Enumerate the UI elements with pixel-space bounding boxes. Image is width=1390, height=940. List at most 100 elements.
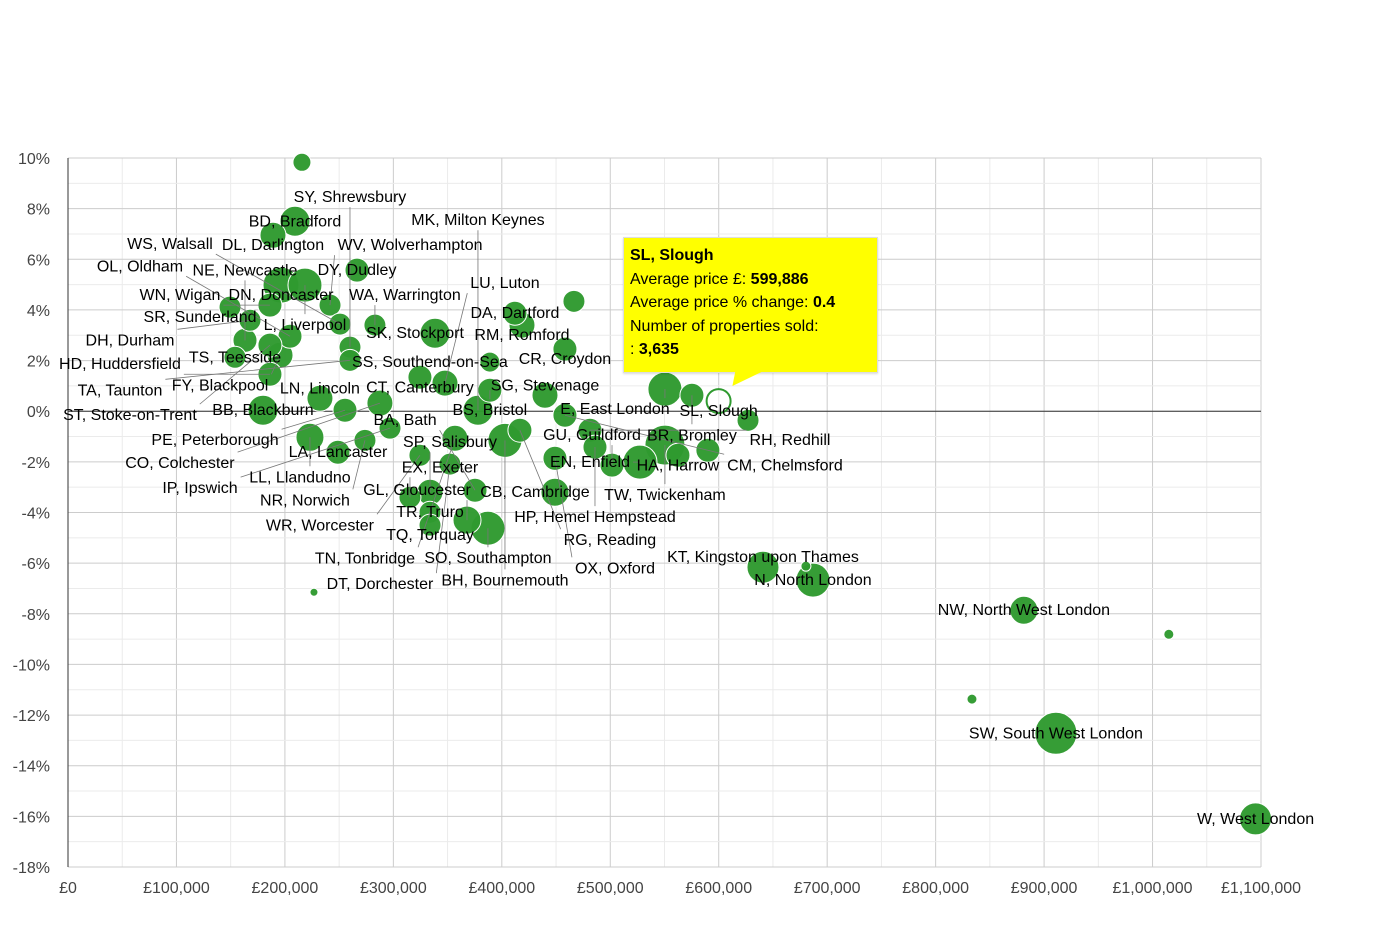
x-tick-label: £100,000	[143, 880, 210, 897]
tooltip-price-value: 599,886	[750, 270, 809, 288]
bubble-label: DL, Darlington	[222, 237, 324, 254]
bubble-unlabelled[interactable]	[966, 693, 978, 705]
bubble-n[interactable]	[795, 562, 831, 598]
bubble-label: SL, Slough	[679, 403, 757, 420]
label-leader-line	[185, 275, 291, 337]
bubble-label: LU, Luton	[470, 275, 539, 292]
bubble-label: BB, Blackburn	[212, 402, 313, 419]
tooltip-price-label: Average price £:	[630, 270, 747, 288]
y-tick-label: -6%	[22, 556, 50, 573]
y-tick-label: 10%	[18, 151, 50, 168]
bubble-sk[interactable]	[419, 317, 451, 349]
label-leader-line	[177, 319, 251, 330]
label-leader-line	[439, 430, 476, 491]
label-leader-line	[376, 455, 421, 515]
bubble-bd[interactable]	[279, 205, 311, 237]
bubble-label: GU, Guildford	[543, 427, 641, 444]
bubble-label: RH, Redhill	[750, 432, 831, 449]
label-leader-line	[270, 355, 281, 375]
bubble-w[interactable]	[1239, 802, 1273, 836]
bubble-cr[interactable]	[552, 336, 578, 362]
bubble-label: RG, Reading	[564, 532, 657, 549]
bubble-label: BR, Bromley	[647, 427, 737, 444]
bubble-label: SR, Sunderland	[144, 309, 257, 326]
bubble-unlabelled[interactable]	[292, 152, 312, 172]
bubble-sl[interactable]	[705, 388, 732, 415]
bubble-label: SS, Southend-on-Sea	[352, 354, 508, 371]
bubble-ss[interactable]	[479, 351, 501, 373]
bubble-label: KT, Kingston upon Thames	[667, 549, 859, 566]
bubble-label: WN, Wigan	[139, 287, 220, 304]
bubble-rg[interactable]	[507, 417, 533, 443]
y-tick-label: -12%	[13, 708, 50, 725]
bubble-label: SK, Stockport	[366, 325, 464, 342]
bubble-kt[interactable]	[746, 550, 780, 584]
bubble-tq[interactable]	[418, 513, 442, 537]
bubble-label: CR, Croydon	[519, 351, 611, 368]
bubble-sr[interactable]	[218, 295, 242, 319]
bubble-label: EX, Exeter	[402, 459, 479, 476]
bubble-da[interactable]	[502, 300, 528, 326]
bubble-label: TS, Teesside	[189, 349, 281, 366]
bubble-nw[interactable]	[1009, 595, 1039, 625]
bubble-label: LA, Lancaster	[289, 444, 388, 461]
x-tick-label: £800,000	[902, 880, 969, 897]
bubble-label: CO, Colchester	[125, 455, 235, 472]
bubble-label: W, West London	[1197, 811, 1314, 828]
bubble-label: NR, Norwich	[260, 492, 350, 509]
y-tick-label: -4%	[22, 506, 50, 523]
bubble-label: CM, Chelmsford	[727, 457, 843, 474]
axes: £0 £100,000 £200,000 £300,000 £400,000 £500,0…	[13, 151, 1302, 897]
bubble-label: N, North London	[754, 572, 871, 589]
label-leader-line	[240, 427, 391, 478]
label-leader-line	[329, 255, 335, 306]
x-tick-label: £700,000	[794, 880, 861, 897]
tooltip-title: SL, Slough	[630, 247, 714, 264]
x-tick-label: £500,000	[577, 880, 644, 897]
x-tick-label: £1,100,000	[1221, 880, 1301, 897]
bubble-label: NE, Newcastle	[193, 262, 298, 279]
bubble-sw[interactable]	[1034, 711, 1078, 755]
bubble-dy[interactable]	[344, 257, 370, 283]
y-tick-label: 8%	[27, 202, 50, 219]
bubble-label: NW, North West London	[938, 602, 1110, 619]
bubble-unlabelled[interactable]	[800, 560, 812, 572]
y-tick-label: 2%	[27, 354, 50, 371]
x-tick-label: £600,000	[685, 880, 752, 897]
bubble-sg[interactable]	[531, 381, 559, 409]
bubble-label: E, East London	[560, 401, 669, 418]
bubble-label: LL, Llandudno	[249, 469, 351, 486]
y-tick-label: -2%	[22, 455, 50, 472]
bubble-ts[interactable]	[223, 345, 247, 369]
bubble-label: BS, Bristol	[453, 402, 528, 419]
bubble-ln[interactable]	[306, 384, 334, 412]
label-leader-line	[435, 464, 451, 574]
bubble-label: TW, Twickenham	[604, 487, 726, 504]
bubble-label: OX, Oxford	[575, 560, 655, 577]
bubble-unlabelled[interactable]	[562, 289, 586, 313]
label-leader-line	[444, 293, 468, 384]
bubble-bb[interactable]	[247, 394, 279, 426]
bubble-unlabelled[interactable]	[309, 587, 319, 597]
x-tick-label: £400,000	[468, 880, 535, 897]
bubble-dl[interactable]	[259, 221, 287, 249]
y-tick-label: 0%	[27, 404, 50, 421]
bubble-label: BA, Bath	[373, 412, 436, 429]
x-tick-label: £200,000	[252, 880, 319, 897]
bubble-label: TQ, Torquay	[386, 527, 474, 544]
bubble-label: TR, Truro	[396, 504, 464, 521]
bubble-label: IP, Ipswich	[162, 480, 237, 497]
bubble-ct[interactable]	[407, 364, 433, 390]
x-tick-label: £300,000	[360, 880, 427, 897]
tooltip-sold-value: 3,635	[638, 341, 679, 358]
bubble-label: RM, Romford	[474, 327, 569, 344]
bubble-label: PE, Peterborough	[151, 432, 278, 449]
bubble-unlabelled[interactable]	[736, 408, 760, 432]
bubble-label: WV, Wolverhampton	[338, 237, 483, 254]
bubble-label: LN, Lincoln	[280, 380, 360, 397]
bubble-la[interactable]	[325, 439, 351, 465]
bubble-label: BD, Bradford	[249, 213, 341, 230]
bubble-unlabelled[interactable]	[1163, 628, 1175, 640]
bubble-label: HA, Harrow	[637, 457, 720, 474]
